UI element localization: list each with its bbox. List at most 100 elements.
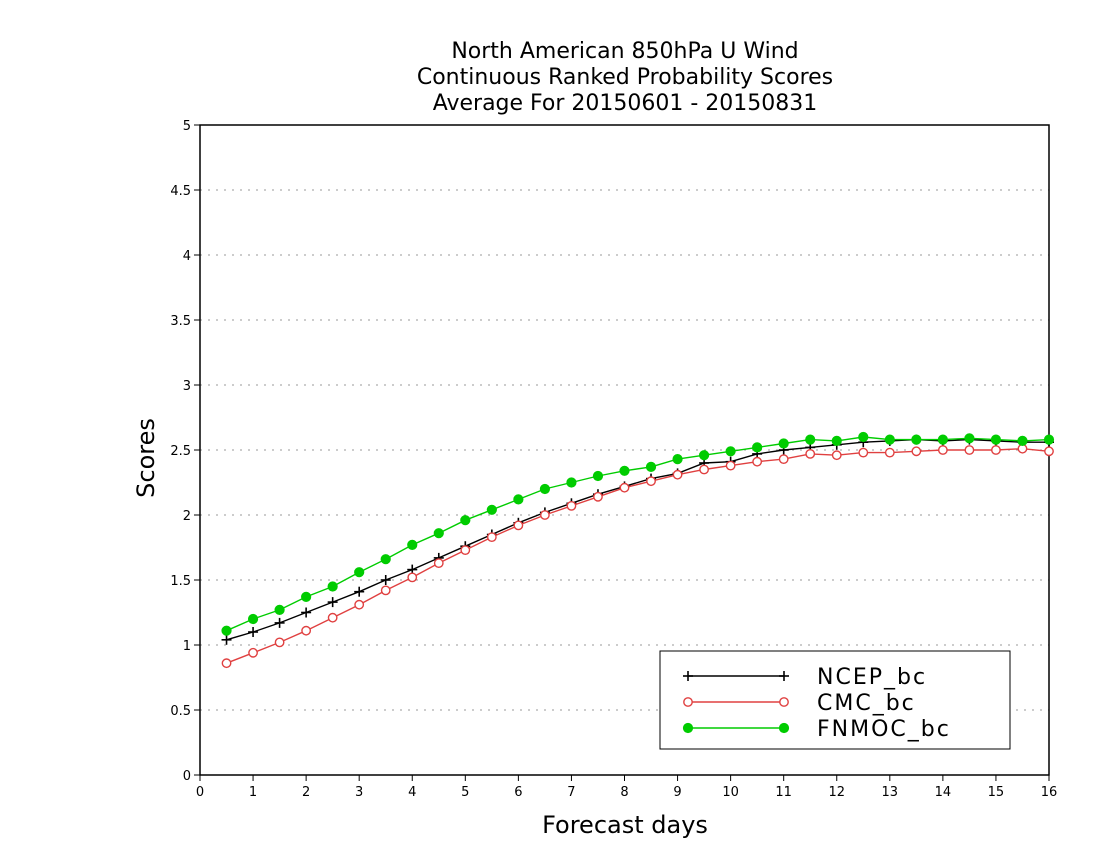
y-tick-label: 3 [183, 379, 191, 394]
y-axis: 0 0.5 1 1.5 2 2.5 3 3.5 4 4.5 5 [170, 119, 200, 784]
data-point-cmc-bc [858, 447, 869, 458]
legend-marker [779, 697, 789, 707]
data-point-fnmoc-bc [964, 433, 975, 444]
data-point-cmc-bc [884, 447, 895, 458]
data-point-cmc-bc [274, 637, 285, 648]
data-point-cmc-bc [566, 500, 577, 511]
data-point-fnmoc-bc [698, 450, 710, 461]
x-tick-label: 1 [249, 785, 257, 800]
series-cmc-bc [221, 443, 1054, 669]
data-point-fnmoc-bc [592, 470, 604, 482]
title-line-3: Average For 20150601 - 20150831 [433, 91, 818, 116]
data-point-fnmoc-bc [725, 446, 736, 457]
data-point-fnmoc-bc [858, 431, 869, 443]
x-tick-label: 16 [1041, 785, 1058, 800]
data-point-cmc-bc [380, 585, 391, 596]
data-point-cmc-bc [513, 520, 524, 531]
data-point-fnmoc-bc [513, 494, 524, 505]
data-point-fnmoc-bc [301, 591, 312, 603]
data-point-cmc-bc [672, 469, 683, 480]
x-tick-label: 11 [775, 785, 792, 800]
x-tick-label: 0 [196, 785, 204, 800]
legend-marker [683, 671, 693, 681]
x-tick-label: 3 [355, 785, 363, 800]
legend-marker [682, 722, 694, 734]
legend-marker [683, 697, 693, 707]
y-tick-label: 2.5 [170, 444, 191, 459]
y-tick-label: 1 [183, 639, 191, 654]
data-point-fnmoc-bc [645, 461, 657, 472]
data-point-cmc-bc [646, 476, 656, 487]
data-point-fnmoc-bc [566, 477, 577, 488]
data-point-ncep-bc [301, 607, 312, 618]
data-point-fnmoc-bc [274, 604, 285, 616]
y-tick-label: 4.5 [170, 184, 191, 199]
x-tick-label: 10 [722, 785, 739, 800]
y-tick-label: 0.5 [170, 704, 191, 719]
data-point-cmc-bc [831, 450, 842, 461]
grid-lines [200, 189, 1049, 711]
x-tick-label: 12 [828, 785, 845, 800]
legend-item-cmc-bc: CMC_bc [683, 691, 916, 716]
data-point-fnmoc-bc [407, 539, 418, 551]
x-tick-label: 7 [567, 785, 575, 800]
data-point-cmc-bc [937, 445, 948, 455]
data-point-ncep-bc [221, 634, 232, 645]
data-point-cmc-bc [221, 658, 232, 669]
data-point-cmc-bc [327, 612, 338, 623]
y-tick-label: 2 [183, 509, 191, 524]
title-line-1: North American 850hPa U Wind [451, 39, 798, 64]
x-tick-label: 13 [882, 785, 899, 800]
data-point-fnmoc-bc [911, 434, 922, 445]
legend-marker [779, 671, 789, 681]
data-point-fnmoc-bc [486, 504, 497, 515]
data-point-cmc-bc [805, 448, 816, 459]
data-point-fnmoc-bc [990, 434, 1002, 445]
x-tick-label: 14 [935, 785, 952, 800]
data-point-fnmoc-bc [831, 435, 842, 446]
data-point-fnmoc-bc [460, 515, 471, 526]
x-tick-label: 6 [514, 785, 522, 800]
y-tick-label: 3.5 [170, 314, 191, 329]
data-point-fnmoc-bc [1017, 435, 1028, 446]
data-point-fnmoc-bc [327, 581, 338, 592]
legend-marker [778, 722, 790, 734]
data-point-cmc-bc [1044, 446, 1054, 457]
data-point-cmc-bc [433, 558, 444, 568]
data-series [221, 431, 1055, 669]
data-point-fnmoc-bc [1043, 434, 1055, 445]
legend-label: NCEP_bc [817, 665, 927, 690]
series-ncep-bc [221, 434, 1054, 645]
y-tick-label: 4 [183, 249, 191, 264]
data-point-cmc-bc [486, 532, 497, 542]
x-tick-label: 9 [673, 785, 681, 800]
data-point-cmc-bc [991, 445, 1001, 455]
data-point-fnmoc-bc [247, 613, 259, 625]
x-tick-label: 8 [620, 785, 628, 800]
data-point-cmc-bc [354, 599, 365, 610]
data-point-ncep-bc [327, 597, 338, 608]
legend-label: CMC_bc [817, 691, 916, 716]
data-point-fnmoc-bc [354, 567, 365, 578]
x-axis: 0 1 2 3 4 5 6 7 8 9 10 11 12 13 14 15 16 [196, 775, 1057, 800]
series-line-fnmoc-bc [226, 436, 1050, 632]
x-axis-label: Forecast days [542, 811, 708, 839]
data-point-cmc-bc [301, 625, 312, 636]
data-point-cmc-bc [778, 454, 789, 464]
data-point-cmc-bc [752, 456, 763, 467]
x-tick-label: 15 [988, 785, 1005, 800]
y-tick-label: 1.5 [170, 574, 191, 589]
data-point-ncep-bc [274, 617, 285, 628]
data-point-cmc-bc [911, 446, 922, 457]
data-point-fnmoc-bc [539, 483, 551, 495]
x-tick-label: 4 [408, 785, 416, 800]
data-point-cmc-bc [964, 445, 975, 455]
data-point-cmc-bc [619, 482, 630, 493]
data-point-fnmoc-bc [778, 438, 789, 449]
series-line-cmc-bc [226, 447, 1050, 664]
data-point-cmc-bc [248, 647, 258, 658]
data-point-cmc-bc [540, 510, 550, 520]
data-point-cmc-bc [725, 460, 736, 471]
